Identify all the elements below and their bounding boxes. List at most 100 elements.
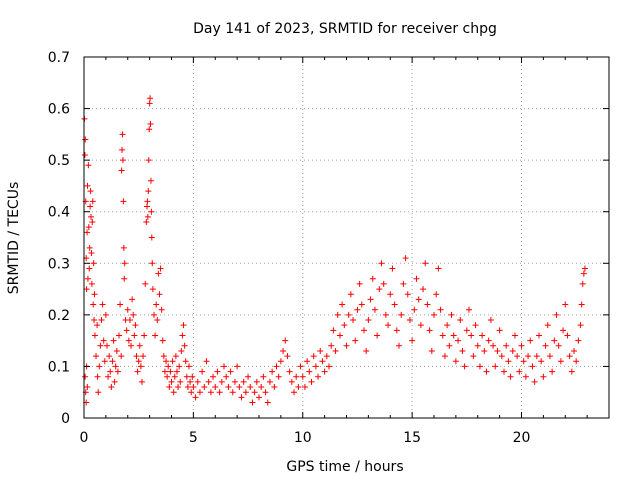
data-point — [125, 337, 132, 344]
data-point — [133, 353, 140, 360]
data-point — [242, 389, 249, 396]
data-point — [153, 301, 160, 308]
data-point — [428, 347, 435, 354]
axis-ticks — [83, 56, 609, 419]
data-point — [317, 347, 324, 354]
data-point — [123, 327, 130, 334]
data-point — [118, 167, 125, 174]
data-point — [146, 100, 153, 107]
data-point — [238, 394, 245, 401]
data-point — [273, 363, 280, 370]
data-point — [529, 363, 536, 370]
data-point — [120, 198, 127, 205]
data-point — [376, 286, 383, 293]
data-point — [146, 126, 153, 133]
x-tick-label: 0 — [80, 430, 89, 446]
data-point — [98, 317, 105, 324]
data-point — [83, 286, 90, 293]
data-point — [100, 337, 107, 344]
data-point — [161, 368, 168, 375]
x-tick-label: 15 — [403, 430, 421, 446]
data-point — [134, 368, 141, 375]
data-point — [145, 188, 152, 195]
data-point — [304, 358, 311, 365]
data-point — [160, 353, 167, 360]
data-point — [441, 353, 448, 360]
data-point — [84, 182, 91, 189]
y-tick-label: 0.1 — [48, 359, 70, 375]
data-point — [143, 219, 150, 226]
data-point — [186, 363, 192, 370]
data-point — [107, 368, 114, 375]
data-points — [81, 95, 588, 406]
data-point — [511, 332, 518, 339]
data-point — [87, 188, 94, 195]
x-tick-label: 10 — [294, 430, 312, 446]
data-point — [551, 337, 558, 344]
data-point — [566, 353, 573, 360]
data-point — [277, 358, 284, 365]
data-point — [84, 384, 91, 391]
data-point — [367, 296, 374, 303]
data-point — [147, 177, 154, 184]
data-point — [542, 342, 549, 349]
data-point — [483, 368, 490, 375]
data-point — [175, 384, 182, 391]
data-point — [260, 373, 267, 380]
data-point — [350, 317, 357, 324]
data-point — [426, 327, 433, 334]
data-point — [147, 95, 154, 102]
y-tick-label: 0 — [61, 411, 70, 427]
data-point — [163, 358, 170, 365]
data-point — [110, 337, 117, 344]
data-point — [479, 332, 486, 339]
data-point — [116, 332, 122, 339]
data-point — [280, 347, 287, 354]
data-point — [132, 322, 139, 329]
data-point — [95, 389, 102, 396]
data-point — [119, 146, 126, 153]
data-point — [546, 353, 553, 360]
data-point — [167, 368, 174, 375]
data-point — [113, 347, 120, 354]
data-point — [301, 384, 308, 391]
data-point — [332, 347, 339, 354]
data-point — [108, 384, 115, 391]
data-point — [533, 353, 540, 360]
y-tick-label: 0.5 — [48, 153, 70, 169]
data-point — [245, 373, 252, 380]
data-point — [88, 213, 94, 220]
data-point — [424, 301, 431, 308]
data-point — [339, 301, 346, 308]
data-point — [142, 280, 149, 287]
data-point — [536, 332, 542, 339]
data-point — [413, 275, 420, 282]
data-point — [89, 198, 96, 205]
data-point — [571, 347, 577, 354]
data-point — [181, 342, 188, 349]
data-point — [124, 306, 131, 313]
plot-frame — [83, 56, 610, 419]
data-point — [103, 342, 110, 349]
data-point — [341, 322, 348, 329]
data-point — [203, 358, 210, 365]
data-point — [253, 378, 260, 385]
data-point — [168, 378, 175, 385]
data-point — [538, 358, 545, 365]
data-point — [446, 342, 453, 349]
data-point — [514, 353, 521, 360]
data-point — [141, 332, 148, 339]
data-point — [382, 311, 389, 318]
data-point — [88, 280, 95, 287]
data-point — [347, 291, 354, 298]
data-point — [90, 301, 97, 308]
data-point — [444, 322, 451, 329]
data-point — [234, 363, 241, 370]
data-point — [295, 384, 302, 391]
data-point — [118, 353, 125, 360]
data-point — [205, 378, 212, 385]
data-point — [96, 363, 103, 370]
data-point — [505, 358, 512, 365]
data-point — [152, 332, 159, 339]
y-tick-label: 0.3 — [48, 256, 70, 272]
